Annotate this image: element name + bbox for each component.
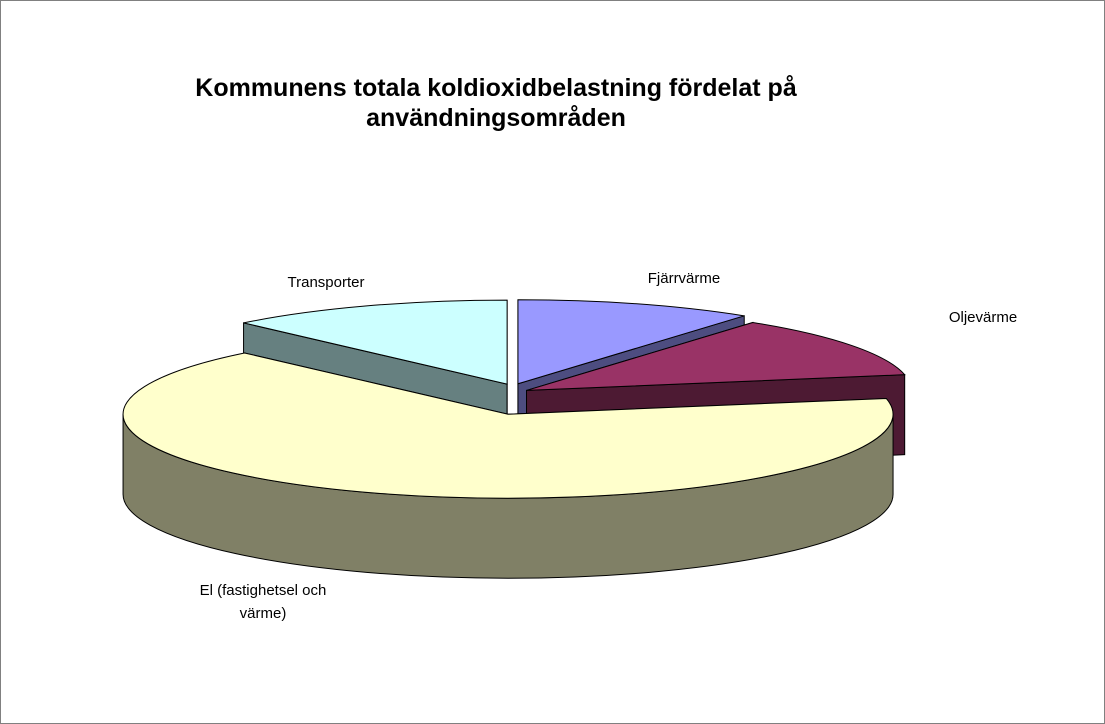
slice-face — [243, 299, 508, 385]
slice-label: Transporter — [287, 274, 365, 291]
slice-label: Fjärrvärme — [647, 270, 721, 287]
slice-face — [517, 299, 745, 385]
slice-face — [122, 352, 894, 499]
slice-label: El (fastighetsel och värme) — [199, 582, 327, 622]
pie-slice — [122, 352, 894, 579]
slice-face — [526, 321, 906, 391]
slice-label: Oljevärme — [948, 309, 1018, 326]
chart-title: Kommunens totala koldioxidbelastning för… — [195, 74, 797, 132]
